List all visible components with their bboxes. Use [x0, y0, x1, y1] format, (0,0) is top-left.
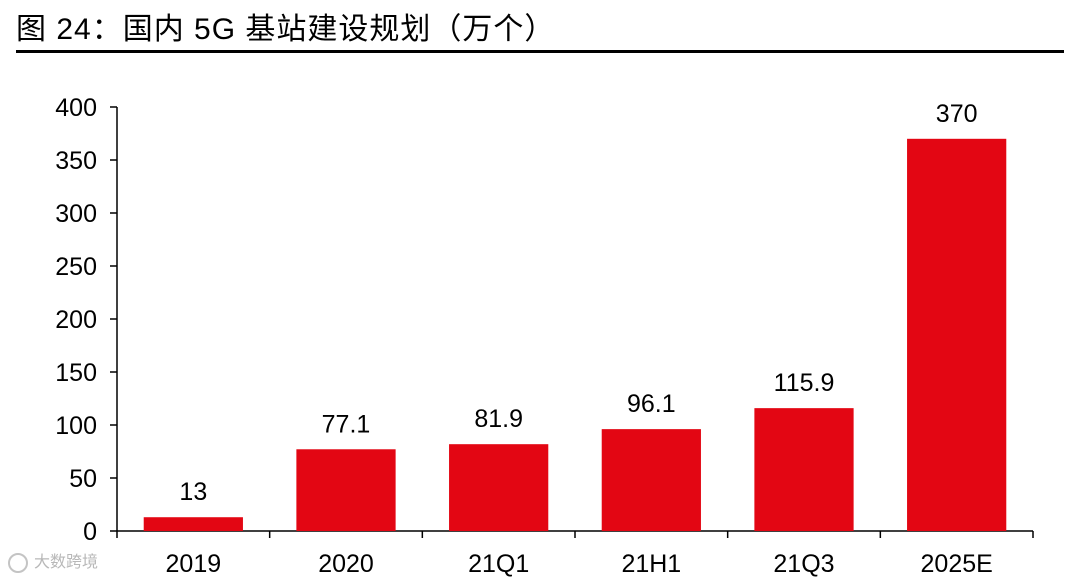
- chart-title: 图 24：国内 5G 基站建设规划（万个）: [16, 13, 556, 46]
- bar-21Q1: [449, 444, 549, 531]
- y-tick-label: 400: [55, 94, 97, 122]
- watermark: 大数跨境: [8, 548, 98, 573]
- y-tick-label: 350: [55, 147, 97, 175]
- x-tick-label-21Q1: 21Q1: [468, 550, 529, 578]
- bar-2019: [143, 517, 243, 531]
- data-label-21H1: 96.1: [627, 390, 676, 418]
- y-tick-label: 0: [83, 518, 97, 546]
- x-tick-label-2019: 2019: [166, 550, 222, 578]
- bar-2025E: [907, 138, 1007, 532]
- bar-21Q3: [754, 408, 854, 531]
- x-tick-label-2025E: 2025E: [921, 550, 993, 578]
- watermark-text: 大数跨境: [34, 554, 99, 571]
- data-label-2019: 13: [179, 478, 207, 506]
- data-label-21Q3: 115.9: [774, 369, 835, 397]
- y-tick-label: 150: [55, 359, 97, 387]
- y-tick-label: 250: [55, 253, 97, 281]
- data-label-21Q1: 81.9: [474, 405, 523, 433]
- bar-21H1: [601, 429, 701, 531]
- y-tick-label: 200: [55, 306, 97, 334]
- y-tick-label: 50: [69, 465, 97, 493]
- data-label-2020: 77.1: [322, 410, 371, 438]
- x-tick-label-21Q3: 21Q3: [773, 550, 834, 578]
- x-tick-label-2020: 2020: [318, 550, 374, 578]
- x-tick-label-21H1: 21H1: [621, 550, 681, 578]
- y-tick-label: 100: [55, 412, 97, 440]
- y-tick-label: 300: [55, 200, 97, 228]
- watermark-logo-icon: [8, 552, 28, 573]
- data-label-2025E: 370: [936, 100, 978, 128]
- title-rule: [16, 50, 1064, 53]
- bar-2020: [296, 449, 396, 531]
